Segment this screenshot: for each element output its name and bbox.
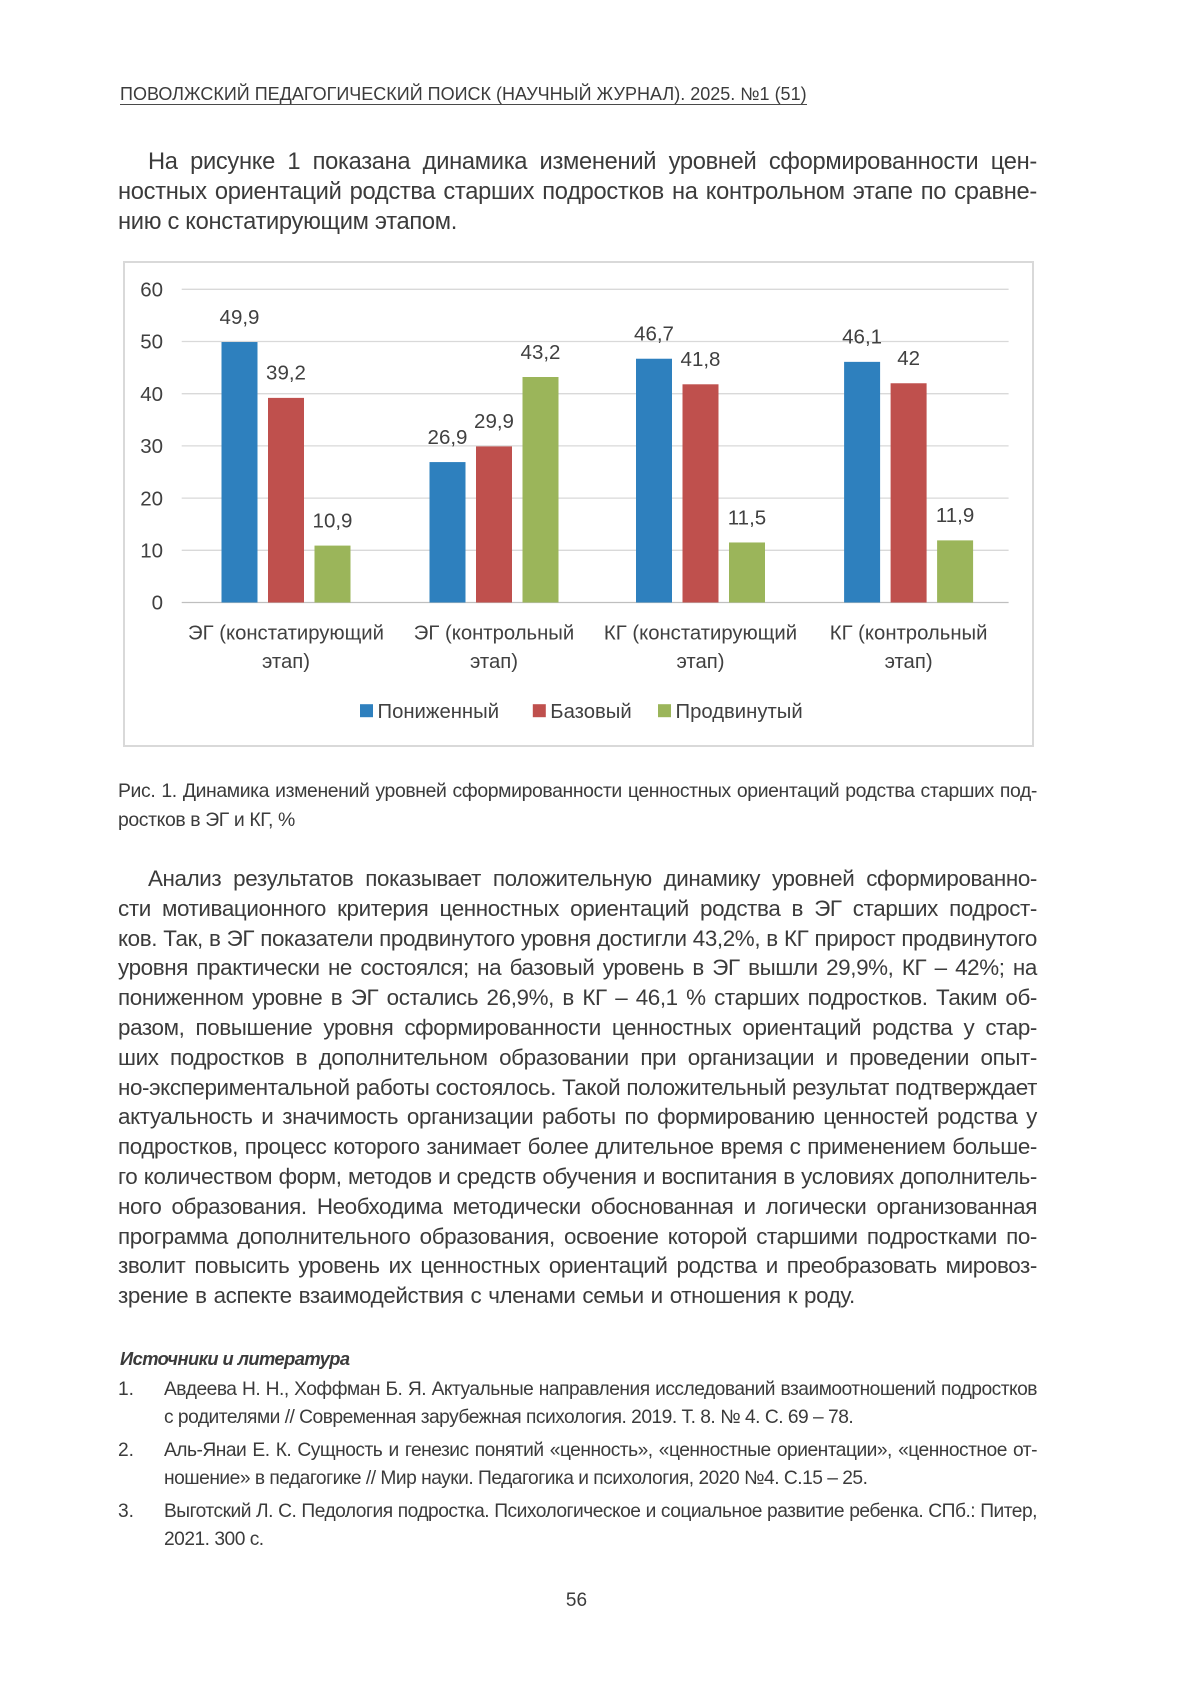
- svg-text:этап): этап): [262, 651, 310, 673]
- svg-text:ЭГ (констатирующий: ЭГ (констатирующий: [188, 623, 384, 645]
- svg-text:0: 0: [152, 592, 163, 615]
- svg-text:ЭГ (контрольный: ЭГ (контрольный: [414, 623, 574, 645]
- svg-text:49,9: 49,9: [220, 306, 260, 329]
- svg-text:20: 20: [140, 487, 163, 510]
- svg-text:КГ (констатирующий: КГ (констатирующий: [604, 623, 797, 645]
- svg-text:40: 40: [140, 383, 163, 406]
- svg-text:Базовый: Базовый: [550, 701, 631, 723]
- svg-text:29,9: 29,9: [474, 410, 514, 433]
- svg-text:50: 50: [140, 331, 163, 354]
- svg-text:42: 42: [897, 347, 920, 370]
- svg-text:43,2: 43,2: [521, 341, 561, 364]
- svg-text:11,5: 11,5: [728, 506, 766, 529]
- svg-text:30: 30: [140, 435, 163, 458]
- svg-text:41,8: 41,8: [681, 348, 721, 371]
- svg-text:60: 60: [140, 279, 163, 302]
- svg-text:46,1: 46,1: [842, 326, 882, 349]
- svg-text:Пониженный: Пониженный: [378, 701, 500, 723]
- svg-text:этап): этап): [677, 651, 725, 673]
- svg-text:КГ (контрольный: КГ (контрольный: [830, 623, 988, 645]
- svg-text:этап): этап): [885, 651, 933, 673]
- svg-text:этап): этап): [470, 651, 518, 673]
- svg-text:39,2: 39,2: [266, 362, 306, 385]
- svg-text:10: 10: [140, 540, 163, 563]
- svg-text:Продвинутый: Продвинутый: [676, 701, 803, 723]
- svg-text:46,7: 46,7: [634, 323, 674, 346]
- svg-text:11,9: 11,9: [936, 504, 974, 527]
- svg-text:10,9: 10,9: [313, 509, 353, 532]
- svg-text:26,9: 26,9: [428, 426, 468, 449]
